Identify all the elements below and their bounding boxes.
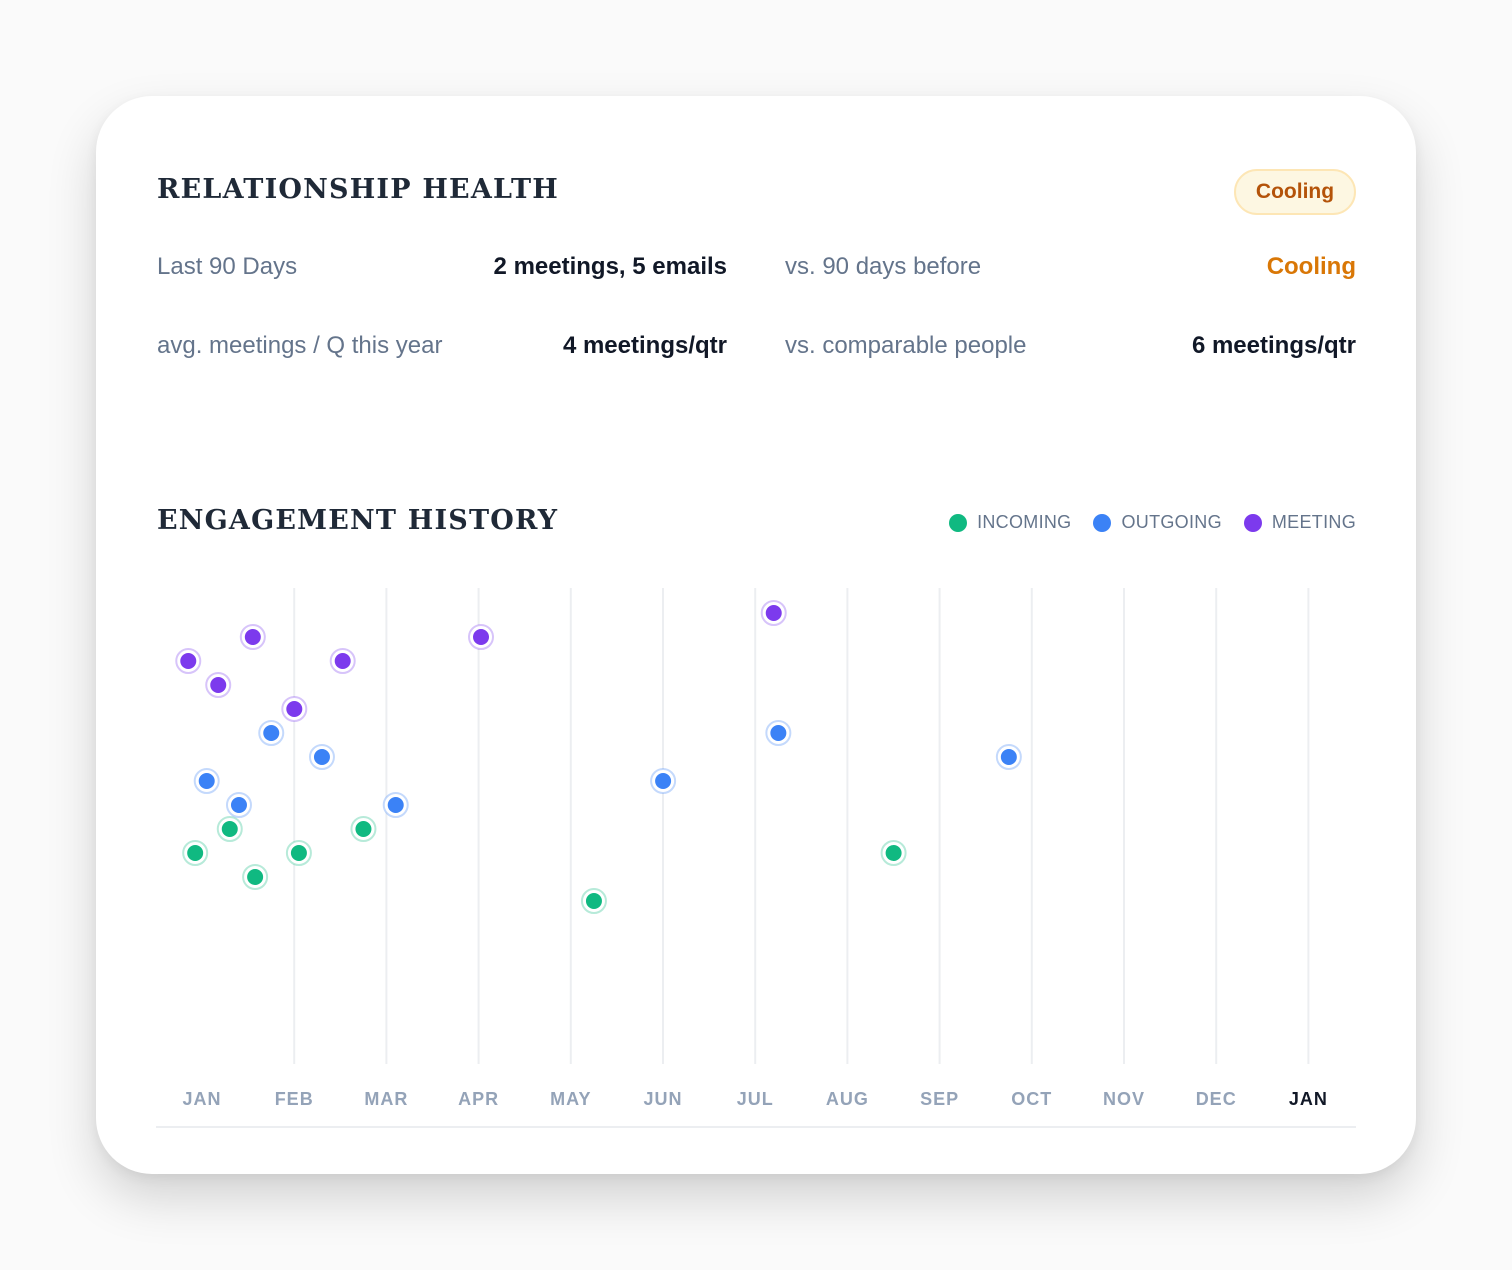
incoming-point[interactable] — [182, 840, 209, 866]
stat-value-vs-90-days-before: Cooling — [1266, 253, 1356, 280]
meeting-point[interactable] — [239, 624, 266, 650]
x-tick-label: NOV — [1103, 1089, 1145, 1109]
meeting-point[interactable] — [760, 600, 787, 626]
stat-label-avg-meetings: avg. meetings / Q this year — [157, 332, 443, 359]
legend-label-meeting: MEETING — [1271, 512, 1356, 532]
outgoing-point[interactable] — [995, 744, 1022, 770]
meeting-point[interactable] — [468, 624, 495, 650]
legend-item-incoming: INCOMING — [949, 512, 1071, 533]
incoming-point[interactable] — [350, 816, 377, 842]
incoming-point[interactable] — [242, 864, 269, 890]
meeting-point[interactable] — [281, 696, 308, 722]
x-tick-label: JUN — [643, 1089, 682, 1109]
outgoing-point[interactable] — [765, 720, 792, 746]
legend-item-meeting: MEETING — [1243, 512, 1356, 533]
stat-value-vs-comparable: 6 meetings/qtr — [1191, 332, 1356, 359]
outgoing-point[interactable] — [650, 768, 677, 794]
meeting-point[interactable] — [205, 672, 232, 698]
outgoing-point[interactable] — [258, 720, 285, 746]
incoming-point[interactable] — [880, 840, 907, 866]
outgoing-point[interactable] — [308, 744, 335, 770]
x-tick-label: SEP — [920, 1089, 959, 1109]
stat-value-avg-meetings: 4 meetings/qtr — [562, 332, 727, 359]
x-tick-label: JAN — [1289, 1089, 1328, 1109]
meeting-point[interactable] — [329, 648, 356, 674]
x-tick-label: OCT — [1011, 1089, 1052, 1109]
engagement-history-title: ENGAGEMENT HISTORY — [157, 505, 559, 536]
incoming-point[interactable] — [580, 888, 607, 914]
legend-label-incoming: INCOMING — [977, 512, 1072, 532]
relationship-card: RELATIONSHIP HEALTH Cooling Last 90 Days… — [96, 96, 1416, 1174]
x-tick-label: MAY — [550, 1089, 591, 1109]
relationship-health-title: RELATIONSHIP HEALTH — [157, 174, 559, 205]
x-tick-label: DEC — [1196, 1089, 1237, 1109]
stat-value-last-90-days: 2 meetings, 5 emails — [493, 253, 727, 280]
meeting-point[interactable] — [175, 648, 202, 674]
outgoing-point[interactable] — [225, 792, 252, 818]
legend-label-outgoing: OUTGOING — [1121, 512, 1222, 532]
outgoing-point[interactable] — [193, 768, 220, 794]
x-tick-label: MAR — [364, 1089, 408, 1109]
incoming-point[interactable] — [285, 840, 312, 866]
engagement-scatter-chart: JAN FEB MAR APR MAY JUN JUL AUG SEP OCT NOV DEC JAN — [156, 588, 1356, 1128]
legend-item-outgoing: OUTGOING — [1093, 512, 1222, 533]
outgoing-dot-icon — [1093, 513, 1112, 532]
outgoing-point[interactable] — [382, 792, 409, 818]
x-tick-label: JAN — [182, 1089, 221, 1109]
incoming-dot-icon — [949, 513, 968, 532]
stat-label-vs-comparable: vs. comparable people — [785, 332, 1027, 359]
chart-legend: INCOMING OUTGOING MEETING — [949, 512, 1356, 533]
incoming-point[interactable] — [216, 816, 243, 842]
status-badge: Cooling — [1234, 169, 1356, 215]
meeting-dot-icon — [1243, 513, 1262, 532]
x-tick-label: JUL — [737, 1089, 774, 1109]
stat-label-vs-90-days-before: vs. 90 days before — [785, 253, 982, 280]
x-tick-label: FEB — [275, 1089, 314, 1109]
x-tick-label: AUG — [826, 1089, 869, 1109]
x-tick-label: APR — [458, 1089, 499, 1109]
stat-label-last-90-days: Last 90 Days — [157, 253, 298, 280]
